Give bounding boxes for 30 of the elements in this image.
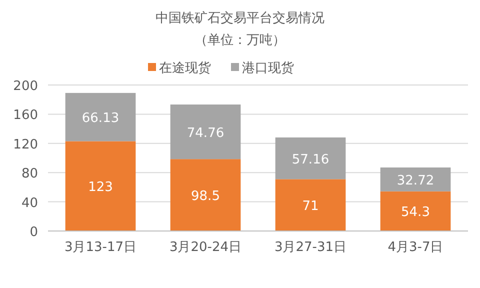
- data-label: 32.72: [396, 173, 434, 188]
- bar: [275, 179, 346, 231]
- y-tick-label: 120: [13, 137, 38, 152]
- bar: [170, 104, 241, 160]
- legend-label: 在途现货: [159, 61, 211, 76]
- bar: [275, 137, 346, 180]
- y-tick-label: 40: [21, 196, 38, 211]
- bar: [65, 92, 136, 142]
- bar: [380, 191, 451, 231]
- legend-label: 港口现货: [242, 61, 294, 76]
- chart-title: 中国铁矿石交易平台交易情况: [156, 10, 324, 26]
- y-tick-label: 80: [21, 166, 38, 182]
- data-label: 123: [88, 180, 113, 196]
- data-label: 54.3: [401, 205, 430, 220]
- data-label: 71: [302, 199, 319, 214]
- x-tick-label: 4月3-7日: [388, 240, 444, 255]
- data-label: 66.13: [82, 111, 120, 126]
- bar: [65, 141, 136, 231]
- bar: [170, 159, 241, 231]
- data-label: 74.76: [186, 126, 224, 141]
- bar: [380, 167, 451, 192]
- y-tick-label: 160: [13, 108, 38, 124]
- y-tick-label: 200: [13, 79, 38, 94]
- x-tick-label: 3月13-17日: [64, 240, 137, 255]
- data-label: 57.16: [292, 152, 330, 168]
- chart-subtitle: （单位：万吨）: [194, 33, 286, 48]
- x-tick-label: 3月20-24日: [169, 240, 242, 255]
- y-tick-label: 0: [30, 225, 38, 240]
- data-label: 98.5: [191, 189, 220, 204]
- x-tick-label: 3月27-31日: [274, 240, 347, 255]
